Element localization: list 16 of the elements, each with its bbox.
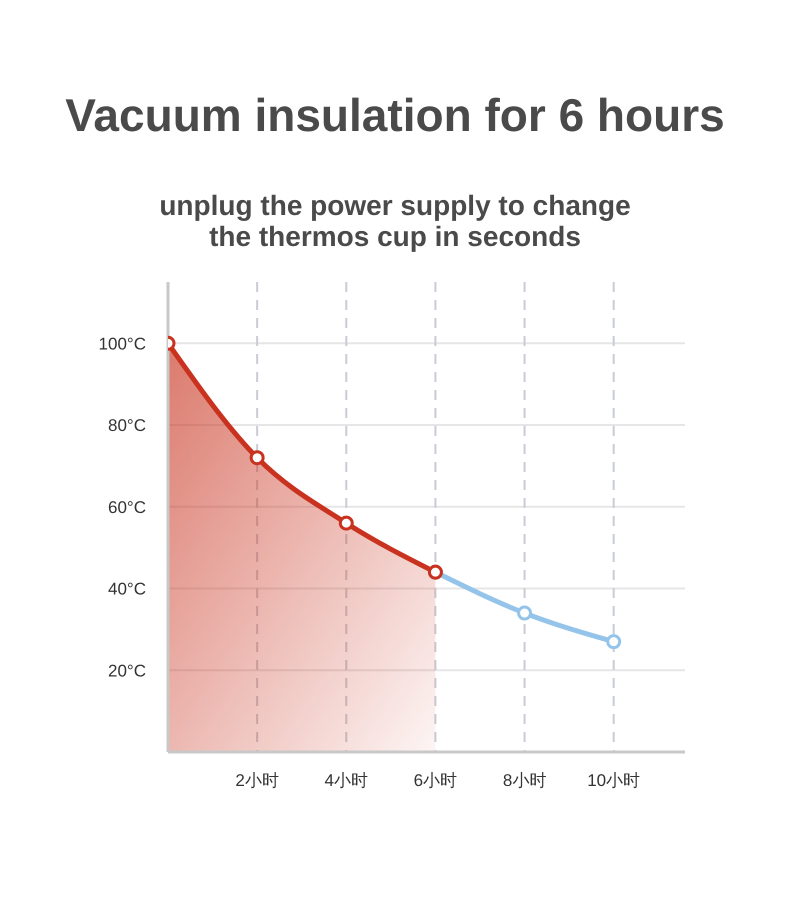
point: [517, 606, 532, 621]
x-tick-label: 2小时: [235, 771, 279, 790]
x-tick-label: 4小时: [324, 771, 368, 790]
y-tick-label: 100°C: [98, 334, 146, 354]
chart-title: Vacuum insulation for 6 hours: [64, 88, 726, 142]
point: [606, 634, 622, 650]
x-tick-label: 8小时: [502, 771, 546, 790]
x-tick-label: 6小时: [414, 771, 458, 790]
point: [338, 516, 354, 531]
chart-subtitle: unplug the power supply to change the thermos cup in seconds: [158, 190, 632, 252]
point: [250, 450, 265, 466]
y-tick-label: 60°C: [108, 498, 146, 517]
y-tick-label: 20°C: [108, 661, 146, 680]
y-tick-label: 40°C: [108, 580, 146, 599]
y-tick-label: 80°C: [108, 416, 146, 436]
x-tick-label: 10小时: [587, 771, 640, 790]
